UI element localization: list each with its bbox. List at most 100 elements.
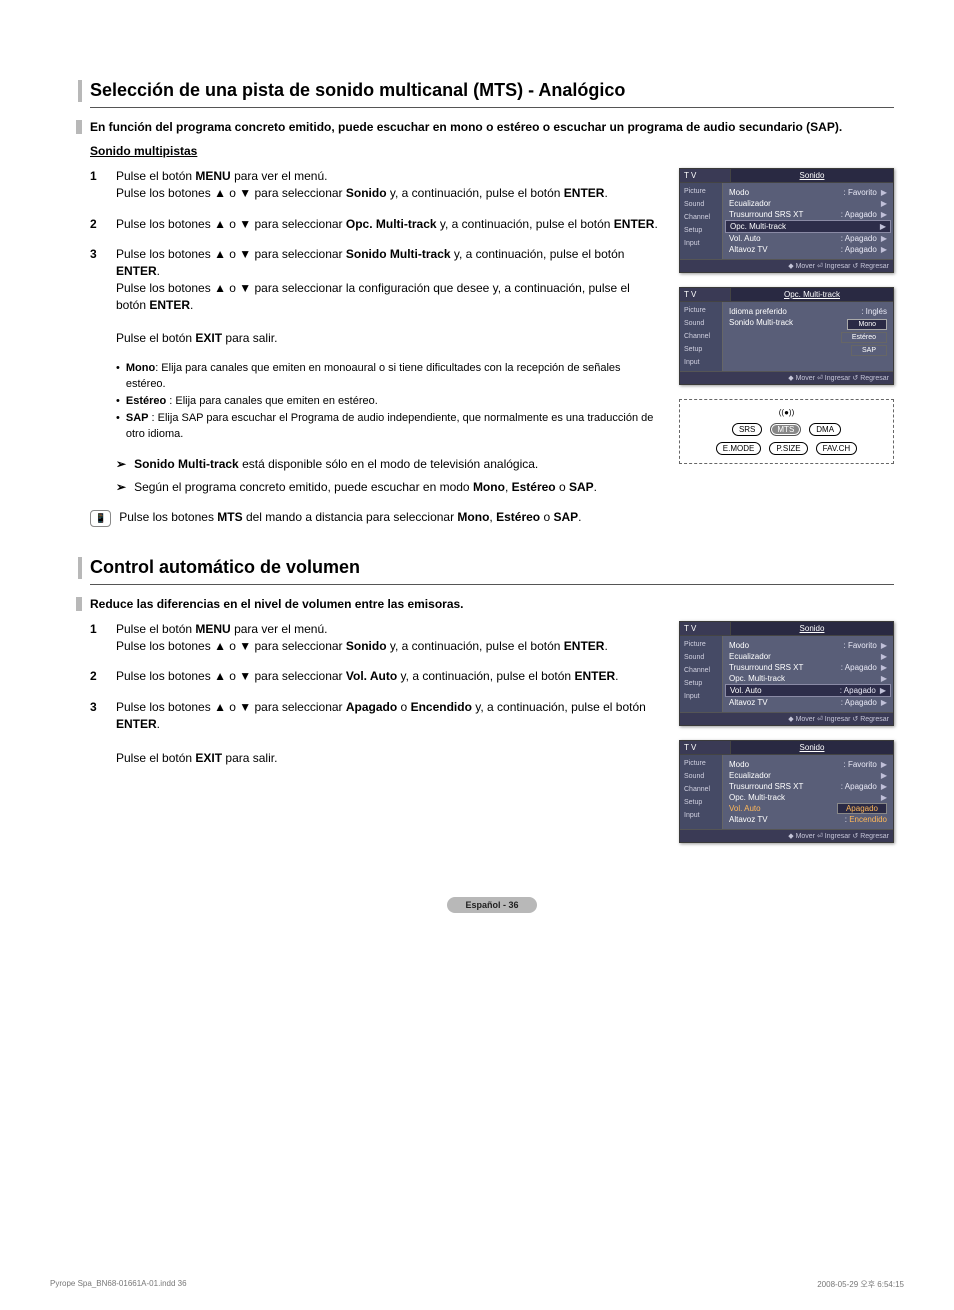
remote-btn-fav.ch[interactable]: FAV.CH bbox=[816, 442, 858, 455]
osd-row: Trusurround SRS XT: Apagado▶ bbox=[729, 781, 887, 792]
osd-sidebar: PictureSoundChannelSetupInput bbox=[680, 636, 723, 712]
osd-tv-label: T V bbox=[680, 288, 731, 301]
accent-bar bbox=[78, 80, 82, 102]
osd-title: Opc. Multi-track bbox=[731, 288, 893, 301]
step-num: 2 bbox=[90, 216, 104, 233]
section2-title: Control automático de volumen bbox=[90, 557, 894, 585]
step-body: Pulse los botones ▲ o ▼ para seleccionar… bbox=[116, 699, 661, 766]
osd-sidebar: PictureSoundChannelSetupInput bbox=[680, 302, 723, 371]
osd-title: Sonido bbox=[731, 169, 893, 182]
osd-title: Sonido bbox=[731, 622, 893, 635]
step-body: Pulse los botones ▲ o ▼ para seleccionar… bbox=[116, 246, 661, 347]
step-2: 2 Pulse los botones ▲ o ▼ para selecciona… bbox=[90, 668, 661, 685]
osd-sonido-volauto: T VSonido PictureSoundChannelSetupInput Mo… bbox=[679, 621, 894, 726]
remote-btn-e.mode[interactable]: E.MODE bbox=[716, 442, 762, 455]
remote-btn-srs[interactable]: SRS bbox=[732, 423, 762, 436]
osd-side-item: Channel bbox=[680, 783, 722, 796]
remote-icon: 📱 bbox=[90, 510, 111, 527]
s1-remote-tip: Pulse los botones MTS del mando a distan… bbox=[119, 510, 581, 524]
osd-row: Modo: Favorito▶ bbox=[729, 187, 887, 198]
osd-footer: ◆ Mover ⏎ Ingresar ↺ Regresar bbox=[680, 259, 893, 272]
osd-side-item: Picture bbox=[680, 638, 722, 651]
osd-tv-label: T V bbox=[680, 169, 731, 182]
osd-tv-label: T V bbox=[680, 622, 731, 635]
osd-row: Trusurround SRS XT: Apagado▶ bbox=[729, 662, 887, 673]
osd-row: Opc. Multi-track▶ bbox=[729, 792, 887, 803]
step-num: 3 bbox=[90, 246, 104, 347]
osd-option: Estéreo bbox=[841, 332, 887, 343]
osd-row: Opc. Multi-track▶ bbox=[729, 673, 887, 684]
osd-footer: ◆ Mover ⏎ Ingresar ↺ Regresar bbox=[680, 829, 893, 842]
step-num: 1 bbox=[90, 621, 104, 655]
bullet-item: •Estéreo : Elija para canales que emiten… bbox=[116, 394, 661, 409]
bullet-item: •Mono: Elija para canales que emiten en … bbox=[116, 361, 661, 392]
osd-row: Ecualizador▶ bbox=[729, 198, 887, 209]
osd-side-item: Sound bbox=[680, 770, 722, 783]
s1-subhead: Sonido multipistas bbox=[90, 144, 894, 158]
step-num: 1 bbox=[90, 168, 104, 202]
osd-side-item: Sound bbox=[680, 651, 722, 664]
step-body: Pulse el botón MENU para ver el menú.Pul… bbox=[116, 168, 661, 202]
s2-title-text: Control automático de volumen bbox=[90, 557, 360, 577]
remote-btn-mts[interactable]: MTS bbox=[770, 423, 801, 436]
step-body: Pulse los botones ▲ o ▼ para seleccionar… bbox=[116, 668, 661, 685]
osd-side-item: Setup bbox=[680, 343, 722, 356]
osd-side-item: Setup bbox=[680, 224, 722, 237]
s2-intro: Reduce las diferencias en el nivel de vo… bbox=[76, 597, 894, 611]
section1-title: Selección de una pista de sonido multica… bbox=[90, 80, 894, 108]
osd-side-item: Setup bbox=[680, 796, 722, 809]
step-3: 3Pulse los botones ▲ o ▼ para selecciona… bbox=[90, 699, 661, 766]
osd-row: Idioma preferido: Inglés bbox=[729, 306, 887, 317]
osd-option: SAP bbox=[851, 345, 887, 356]
osd-side-item: Sound bbox=[680, 198, 722, 211]
remote-btn-dma[interactable]: DMA bbox=[809, 423, 841, 436]
osd-side-item: Picture bbox=[680, 757, 722, 770]
s1-intro: En función del programa concreto emitido… bbox=[76, 120, 894, 134]
osd-footer: ◆ Mover ⏎ Ingresar ↺ Regresar bbox=[680, 712, 893, 725]
remote-btn-p.size[interactable]: P.SIZE bbox=[769, 442, 807, 455]
step-num: 2 bbox=[90, 668, 104, 685]
osd-side-item: Picture bbox=[680, 185, 722, 198]
osd-sidebar: PictureSoundChannelSetupInput bbox=[680, 183, 723, 259]
osd-row: Trusurround SRS XT: Apagado▶ bbox=[729, 209, 887, 220]
s1-title-text: Selección de una pista de sonido multica… bbox=[90, 80, 625, 100]
osd-row: Ecualizador▶ bbox=[729, 651, 887, 662]
osd-row: Vol. Auto: Apagado▶ bbox=[729, 233, 887, 244]
osd-row: Altavoz TV: Apagado▶ bbox=[729, 697, 887, 708]
osd-row: Vol. AutoApagado bbox=[729, 803, 887, 814]
osd-side-item: Setup bbox=[680, 677, 722, 690]
step-num: 3 bbox=[90, 699, 104, 766]
osd-row: Opc. Multi-track▶ bbox=[725, 220, 891, 233]
osd-side-item: Sound bbox=[680, 317, 722, 330]
print-footer: Pyrope Spa_BN68-01661A-01.indd 36 2008-0… bbox=[50, 1279, 904, 1290]
osd-title: Sonido bbox=[731, 741, 893, 754]
osd-sonido-volauto-dropdown: T VSonidoPictureSoundChannelSetupInputMo… bbox=[679, 740, 894, 843]
step-3: 3Pulse los botones ▲ o ▼ para selecciona… bbox=[90, 246, 661, 347]
osd-footer: ◆ Mover ⏎ Ingresar ↺ Regresar bbox=[680, 371, 893, 384]
page-badge: Español - 36 bbox=[447, 897, 537, 913]
step-body: Pulse los botones ▲ o ▼ para seleccionar… bbox=[116, 216, 661, 233]
osd-option: Mono bbox=[847, 319, 887, 330]
osd-row: Altavoz TV: Apagado▶ bbox=[729, 244, 887, 255]
footer-right: 2008-05-29 오후 6:54:15 bbox=[817, 1279, 904, 1290]
osd-row: Vol. Auto: Apagado▶ bbox=[725, 684, 891, 697]
osd-multitrack: T VOpc. Multi-track PictureSoundChannelSe… bbox=[679, 287, 894, 385]
osd-side-item: Picture bbox=[680, 304, 722, 317]
note-row: ➢Según el programa concreto emitido, pue… bbox=[116, 479, 661, 496]
osd-row: Altavoz TV: Encendido bbox=[729, 814, 887, 825]
bullet-item: •SAP : Elija SAP para escuchar el Progra… bbox=[116, 411, 661, 442]
step-1: 1 Pulse el botón MENU para ver el menú.Pu… bbox=[90, 621, 661, 655]
osd-side-item: Input bbox=[680, 690, 722, 703]
osd-row: Modo: Favorito▶ bbox=[729, 759, 887, 770]
step-body: Pulse el botón MENU para ver el menú.Pul… bbox=[116, 621, 661, 655]
step-2: 2 Pulse los botones ▲ o ▼ para selecciona… bbox=[90, 216, 661, 233]
osd-side-item: Channel bbox=[680, 664, 722, 677]
accent-bar bbox=[78, 557, 82, 579]
osd-side-item: Input bbox=[680, 809, 722, 822]
footer-left: Pyrope Spa_BN68-01661A-01.indd 36 bbox=[50, 1279, 187, 1290]
osd-row: Modo: Favorito▶ bbox=[729, 640, 887, 651]
step-1: 1 Pulse el botón MENU para ver el menú.Pu… bbox=[90, 168, 661, 202]
note-row: ➢Sonido Multi-track está disponible sólo… bbox=[116, 456, 661, 473]
osd-side-item: Input bbox=[680, 237, 722, 250]
osd-side-item: Channel bbox=[680, 330, 722, 343]
